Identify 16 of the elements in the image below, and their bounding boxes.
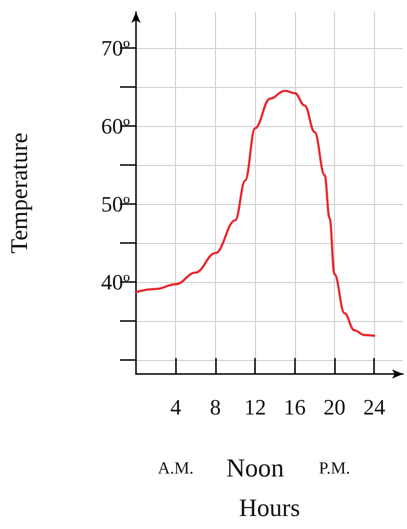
y-tick-label: 40º (101, 269, 130, 294)
x-tick-label: 4 (170, 394, 182, 420)
x-tick-label: 20 (324, 394, 346, 420)
x-tick-label: 8 (210, 394, 221, 420)
x-axis-title: Hours (238, 495, 300, 522)
y-tick-label: 60º (101, 113, 130, 138)
x-tick-label: 16 (284, 394, 306, 420)
y-tick-label: 50º (101, 191, 130, 216)
line-series (134, 90, 376, 337)
text: A.M. (158, 458, 194, 478)
x-tick-label: 24 (363, 394, 386, 420)
x-tick-label: 12 (244, 394, 266, 420)
text: Noon (226, 454, 284, 482)
text: P.M. (318, 458, 350, 478)
y-axis-title: Temperature (7, 132, 33, 254)
y-tick-label: 70º (101, 35, 130, 60)
